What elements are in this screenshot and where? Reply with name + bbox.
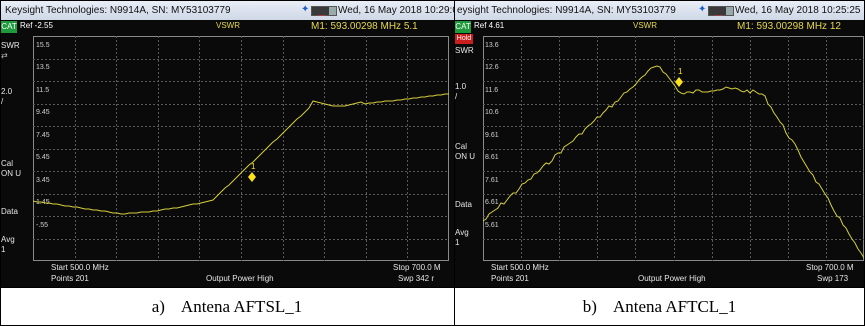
sweep-time: Swp 342 r [398, 274, 435, 283]
caption-text: Antena AFTCL_1 [612, 297, 737, 316]
marker-readout: M1: 593.00298 MHz 5.1 [311, 21, 418, 32]
y-tick-label: 15.5 [36, 42, 50, 49]
y-tick-label: 8.61 [485, 154, 499, 161]
start-frequency[interactable]: Start 500.0 MHz [51, 263, 109, 272]
y-tick-label: 9.61 [485, 132, 499, 139]
measurement-type: VSWR [633, 21, 657, 30]
trace-plot[interactable]: 13.6 12.6 11.6 10.6 9.61 8.61 7.61 6.61 5.61 1 [483, 36, 864, 261]
row-divider [0, 287, 865, 288]
hold-badge: Hold [455, 34, 473, 44]
y-tick-label: 6.61 [485, 199, 499, 206]
battery-icon: — [708, 6, 734, 19]
title-bar: eysight Technologies: N9914A, SN: MY5310… [455, 1, 864, 20]
side-label: ON U [455, 152, 475, 161]
points-count[interactable]: Points 201 [51, 274, 89, 283]
status-footer: Start 500.0 MHz Points 201 Output Power … [455, 261, 864, 287]
side-label: / [1, 97, 4, 106]
y-tick-label: 7.61 [485, 177, 499, 184]
sweep-icon: ⇄ [1, 51, 8, 60]
y-tick-label: 12.6 [485, 64, 499, 71]
battery-icon: — [311, 6, 337, 19]
y-tick-label: 7.45 [36, 132, 50, 139]
mode-badge[interactable]: CAT [1, 21, 17, 33]
marker-number: 1 [251, 162, 256, 171]
marker-1[interactable]: 1 [248, 162, 256, 182]
info-bar: CAT Ref -2.55 VSWR M1: 593.00298 MHz 5.1 [1, 20, 454, 34]
y-tick-label: 11.5 [36, 87, 49, 94]
instrument-title: eysight Technologies: N9914A, SN: MY5310… [457, 5, 676, 16]
marker-diamond-icon [248, 172, 256, 182]
side-label[interactable]: Data [455, 200, 472, 209]
datetime: Wed, 16 May 2018 10:29:09 [338, 5, 454, 16]
grid-frame [483, 36, 864, 261]
output-power: Output Power High [638, 274, 706, 283]
side-label: / [455, 92, 458, 101]
datetime: Wed, 16 May 2018 10:25:25 [735, 5, 861, 16]
side-label: 1.0 [455, 82, 467, 91]
y-tick-label: 3.45 [36, 177, 50, 184]
grid [33, 36, 449, 261]
measurement-type: VSWR [216, 21, 240, 30]
side-label[interactable]: SWR [1, 41, 20, 50]
caption-b: b) Antena AFTCL_1 [455, 288, 864, 325]
y-tick-label: 13.6 [485, 42, 499, 49]
column-divider [454, 0, 455, 326]
vswr-trace [483, 65, 864, 259]
sweep-time: Swp 173 [817, 274, 849, 283]
side-label: 2.0 [1, 87, 13, 96]
screenshot-a: Keysight Technologies: N9914A, SN: MY531… [1, 1, 454, 287]
side-label: 1 [455, 238, 460, 247]
antenna-icon: ✦ [698, 4, 707, 15]
y-tick-labels: 15.513.511.59.457.455.453.451.45-.55 [36, 42, 50, 229]
vswr-trace [33, 93, 449, 215]
ref-level: Ref -2.55 [20, 21, 53, 30]
ref-level: Ref 4.61 [474, 21, 505, 30]
vswr-trace-chart: 15.513.511.59.457.455.453.451.45-.55 1 [33, 36, 449, 261]
caption-text: Antena AFTSL_1 [180, 297, 303, 316]
side-label[interactable]: SWR [455, 46, 474, 55]
points-count[interactable]: Points 201 [491, 274, 529, 283]
antenna-icon: ✦ [301, 4, 310, 15]
y-tick-label: 10.6 [485, 109, 499, 116]
mode-badge[interactable]: CAT [455, 21, 471, 33]
side-label[interactable]: Data [1, 207, 18, 216]
grid [483, 36, 864, 261]
side-label[interactable]: Cal [455, 142, 468, 151]
instrument-title: Keysight Technologies: N9914A, SN: MY531… [5, 5, 231, 16]
screenshot-b: eysight Technologies: N9914A, SN: MY5310… [455, 1, 864, 287]
marker-number: 1 [678, 67, 683, 76]
side-label: ON U [1, 169, 21, 178]
stop-frequency[interactable]: Stop 700.0 M [806, 263, 854, 272]
caption-a: a) Antena AFTSL_1 [0, 288, 454, 325]
side-label[interactable]: Cal [1, 159, 14, 168]
status-footer: Start 500.0 MHz Points 201 Output Power … [1, 261, 454, 287]
marker-1[interactable]: 1 [675, 67, 683, 87]
y-tick-label: 13.5 [36, 64, 50, 71]
title-bar: Keysight Technologies: N9914A, SN: MY531… [1, 1, 454, 20]
y-tick-label: 5.45 [36, 154, 50, 161]
side-menu: SWR ⇄ 2.0 / Cal ON U Data Avg 1 [1, 39, 29, 255]
stop-frequency[interactable]: Stop 700.0 M [393, 263, 441, 272]
caption-number: a) [151, 297, 165, 316]
y-tick-label: 11.6 [485, 87, 498, 94]
caption-number: b) [582, 297, 597, 316]
side-label[interactable]: Avg [455, 228, 469, 237]
y-tick-label: -.55 [36, 222, 48, 229]
side-label[interactable]: Avg [1, 235, 15, 244]
y-tick-labels: 13.6 12.6 11.6 10.6 9.61 8.61 7.61 6.61 5.61 [485, 42, 499, 229]
output-power: Output Power High [206, 274, 274, 283]
vswr-trace-chart: 13.6 12.6 11.6 10.6 9.61 8.61 7.61 6.61 5.61 1 [483, 36, 864, 261]
y-tick-label: 9.45 [36, 109, 50, 116]
start-frequency[interactable]: Start 500.0 MHz [491, 263, 549, 272]
y-tick-label: 5.61 [485, 222, 499, 229]
trace-plot[interactable]: 15.5 13.5 11.5 9.45 7.45 5.45 3.45 1.45 -.55 1 [33, 36, 449, 261]
marker-diamond-icon [675, 77, 683, 87]
side-label: 1 [1, 245, 6, 254]
marker-readout: M1: 593.00298 MHz 12 [737, 21, 841, 32]
info-bar: CAT Ref 4.61 VSWR M1: 593.00298 MHz 12 [455, 20, 864, 34]
side-menu: SWR 1.0 / Cal ON U Data Avg 1 [455, 46, 483, 248]
